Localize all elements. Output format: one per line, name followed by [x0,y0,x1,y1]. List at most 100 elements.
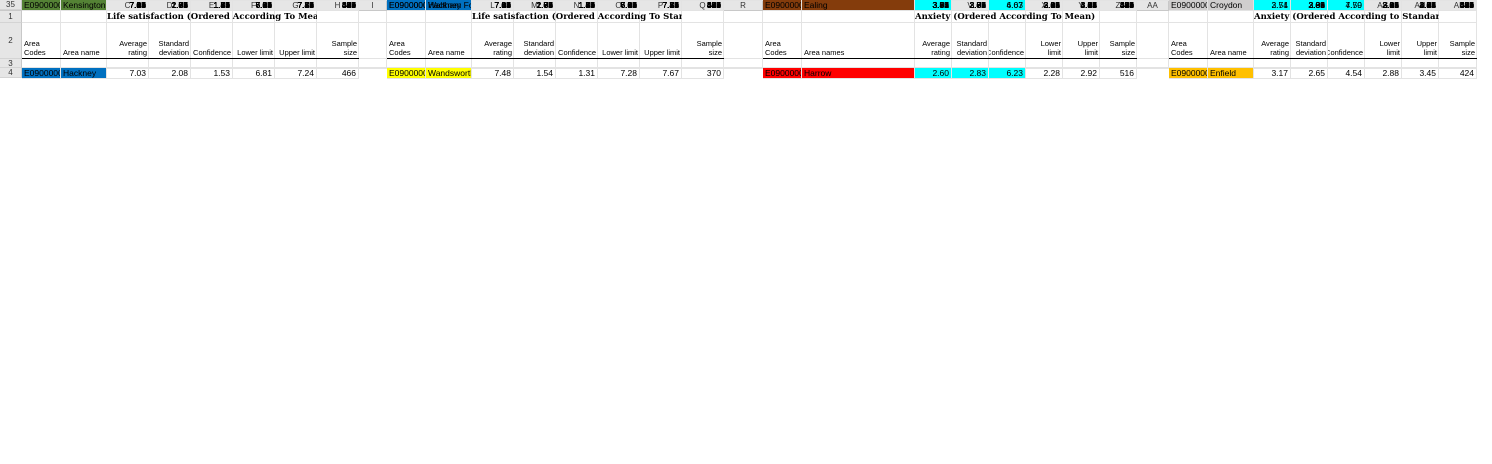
value-cell[interactable]: 3.45 [1402,68,1439,79]
grid-cell[interactable] [359,11,387,23]
area-code-cell[interactable]: E0900000 [387,68,426,79]
column-header-aa[interactable]: AA [1137,0,1169,11]
grid-cell[interactable] [1137,0,1169,1]
grid-cell[interactable] [1026,11,1063,23]
grid-cell[interactable] [359,68,387,69]
area-code-cell[interactable]: E0900000 [1169,68,1208,79]
area-name-cell[interactable]: Wandsworth [426,68,472,79]
area-name-cell[interactable]: Kensington and Chelsea [61,0,107,11]
grid-cell[interactable] [1137,59,1169,68]
value-cell[interactable]: 7.28 [598,68,640,79]
grid-cell[interactable] [989,11,1026,23]
grid-cell[interactable] [514,11,556,23]
area-name-cell[interactable]: Ealing [802,0,915,11]
value-cell[interactable]: 4.28 [1063,0,1100,11]
grid-cell[interactable] [426,59,472,68]
grid-cell[interactable] [61,59,107,68]
grid-cell[interactable] [1254,11,1291,23]
column-header-i[interactable]: I [359,0,387,11]
grid-cell[interactable] [1100,59,1137,68]
value-cell[interactable]: 2.28 [1026,68,1063,79]
grid-cell[interactable] [1402,11,1439,23]
grid-cell[interactable] [915,11,952,23]
value-cell[interactable]: 371 [1100,0,1137,11]
grid-cell[interactable] [426,11,472,23]
grid-cell[interactable] [682,11,724,23]
grid-cell[interactable] [556,59,598,68]
row-header-3[interactable]: 3 [0,59,22,68]
grid-cell[interactable] [472,11,514,23]
grid-cell[interactable] [233,59,275,68]
grid-cell[interactable] [191,59,233,68]
value-cell[interactable]: 7.61 [107,0,149,11]
value-cell[interactable]: 6.81 [233,68,275,79]
area-code-cell[interactable]: E0900000 [1169,0,1208,11]
area-name-cell[interactable]: Hackney [61,68,107,79]
grid-cell[interactable] [763,59,802,68]
value-cell[interactable]: 3.03 [1291,0,1328,11]
grid-cell[interactable] [387,59,426,68]
grid-cell[interactable] [1208,11,1254,23]
grid-cell[interactable] [472,59,514,68]
value-cell[interactable]: 7.79 [275,0,317,11]
grid-cell[interactable] [1169,59,1208,68]
value-cell[interactable]: 516 [1100,68,1137,79]
grid-cell[interactable] [640,59,682,68]
grid-cell[interactable] [802,59,915,68]
grid-cell[interactable] [1291,59,1328,68]
grid-cell[interactable] [149,59,191,68]
grid-cell[interactable] [1439,11,1477,23]
grid-cell[interactable] [359,59,387,68]
grid-cell[interactable] [1169,11,1208,23]
value-cell[interactable]: 4.67 [989,0,1026,11]
value-cell[interactable]: 4.79 [1328,0,1365,11]
grid-cell[interactable] [724,0,763,1]
value-cell[interactable]: 4.54 [1328,68,1365,79]
grid-cell[interactable] [359,0,387,1]
area-code-cell[interactable]: E0900000 [22,0,61,11]
value-cell[interactable]: 7.16 [472,0,514,11]
grid-cell[interactable] [1365,59,1402,68]
grid-cell[interactable] [598,59,640,68]
value-cell[interactable]: 6.92 [598,0,640,11]
area-name-cell[interactable]: Harrow [802,68,915,79]
grid-cell[interactable] [107,11,149,23]
value-cell[interactable]: 2.92 [1063,68,1100,79]
value-cell[interactable]: 1.54 [514,68,556,79]
value-cell[interactable]: 3.17 [1254,68,1291,79]
grid-cell[interactable] [1208,59,1254,68]
grid-cell[interactable] [387,11,426,23]
grid-cell[interactable] [1365,11,1402,23]
value-cell[interactable]: 7.39 [640,0,682,11]
grid-cell[interactable] [952,11,989,23]
value-cell[interactable]: 424 [1439,68,1477,79]
grid-cell[interactable] [556,11,598,23]
grid-cell[interactable] [1137,68,1169,69]
value-cell[interactable]: 3.00 [952,0,989,11]
grid-cell[interactable] [1063,59,1100,68]
value-cell[interactable]: 2.83 [952,68,989,79]
value-cell[interactable]: 370 [682,68,724,79]
grid-cell[interactable] [1439,59,1477,68]
value-cell[interactable]: 7.43 [233,0,275,11]
grid-cell[interactable] [22,59,61,68]
grid-cell[interactable] [763,11,802,23]
grid-cell[interactable] [1328,59,1365,68]
area-name-cell[interactable]: Croydon [1208,0,1254,11]
area-code-cell[interactable]: E0900000 [22,68,61,79]
value-cell[interactable]: 434 [682,0,724,11]
value-cell[interactable]: 1.72 [149,0,191,11]
value-cell[interactable]: 2.88 [1365,68,1402,79]
value-cell[interactable]: 7.03 [107,68,149,79]
grid-cell[interactable] [275,59,317,68]
value-cell[interactable]: 1.20 [191,0,233,11]
grid-cell[interactable] [1137,11,1169,23]
value-cell[interactable]: 1.65 [556,0,598,11]
grid-cell[interactable] [149,11,191,23]
grid-cell[interactable] [640,11,682,23]
grid-cell[interactable] [317,59,359,68]
value-cell[interactable]: 3.92 [915,0,952,11]
area-name-cell[interactable]: Enfield [1208,68,1254,79]
grid-cell[interactable] [724,59,763,68]
grid-cell[interactable] [191,11,233,23]
